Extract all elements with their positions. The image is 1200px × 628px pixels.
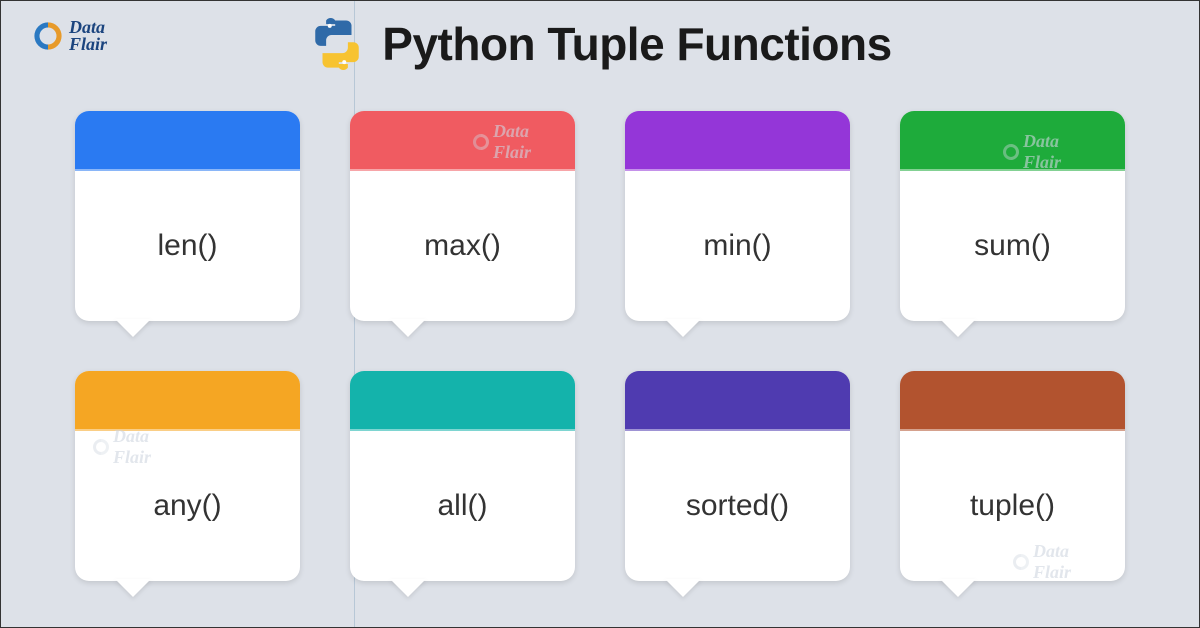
card-header [900,111,1125,169]
card-body: any() [75,431,300,581]
card-label: min() [703,229,771,263]
card-label: sum() [974,229,1051,263]
card-body: sum() [900,171,1125,321]
function-card: tuple() [900,371,1125,581]
card-tail-icon [665,319,701,337]
card-tail-icon [940,579,976,597]
card-tail-icon [390,319,426,337]
card-header [350,111,575,169]
function-card: len() [75,111,300,321]
card-tail-icon [390,579,426,597]
page-title: Python Tuple Functions [382,17,891,71]
card-underline [900,169,1125,171]
cards-grid: len() max() min() sum() any() [1,111,1199,627]
card-header [75,371,300,429]
card-header [350,371,575,429]
card-label: sorted() [686,489,789,523]
card-underline [625,429,850,431]
card-label: tuple() [970,489,1055,523]
function-card: any() [75,371,300,581]
card-body: max() [350,171,575,321]
card-body: min() [625,171,850,321]
card-tail-icon [940,319,976,337]
card-tail-icon [115,319,151,337]
function-card: sum() [900,111,1125,321]
header: Python Tuple Functions [1,15,1199,73]
card-label: any() [153,489,221,523]
card-label: len() [157,229,217,263]
card-underline [75,429,300,431]
card-body: len() [75,171,300,321]
card-underline [350,429,575,431]
card-header [900,371,1125,429]
card-label: all() [438,489,488,523]
card-underline [75,169,300,171]
card-header [625,111,850,169]
card-tail-icon [115,579,151,597]
card-body: sorted() [625,431,850,581]
function-card: all() [350,371,575,581]
card-header [625,371,850,429]
card-label: max() [424,229,501,263]
card-body: tuple() [900,431,1125,581]
function-card: min() [625,111,850,321]
card-tail-icon [665,579,701,597]
card-underline [900,429,1125,431]
function-card: max() [350,111,575,321]
card-body: all() [350,431,575,581]
card-underline [350,169,575,171]
python-icon [308,15,366,73]
card-header [75,111,300,169]
function-card: sorted() [625,371,850,581]
card-underline [625,169,850,171]
